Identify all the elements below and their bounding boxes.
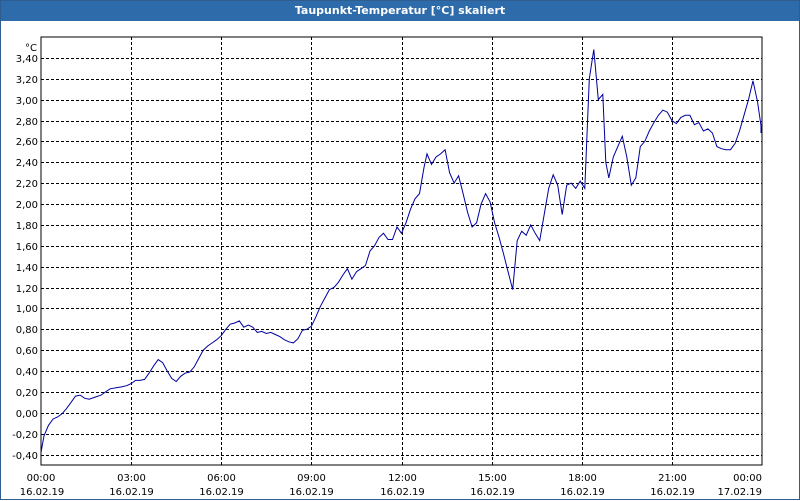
x-tick-time-label: 21:00 [658,473,687,484]
x-tick-time-label: 12:00 [388,473,417,484]
y-tick-label: 3,20 [16,75,38,86]
y-tick-label: 2,00 [16,200,38,211]
y-tick-label: 0,20 [16,388,38,399]
x-tick-time-label: 18:00 [568,473,597,484]
x-tick-time-label: 03:00 [117,473,146,484]
y-tick-label: 3,00 [16,96,38,107]
y-tick-label: 0,80 [16,325,38,336]
x-tick-date-label: 16.02.19 [289,487,334,498]
y-tick-label: 1,20 [16,284,38,295]
y-axis-ticks: -0,40 -0,20 0,00 0,20 0,40 0,60 0,80 1,00 1,20 1,… [12,54,38,462]
y-tick-label: -0,40 [12,451,38,462]
y-tick-label: 2,40 [16,158,38,169]
plot-frame [40,36,763,466]
x-tick-date-label: 16.02.19 [20,487,65,498]
y-tick-label: -0,20 [12,430,38,441]
y-tick-label: 1,80 [16,221,38,232]
x-tick-date-label: 16.02.19 [380,487,425,498]
x-tick-date-label: 16.02.19 [109,487,154,498]
x-tick-time-label: 15:00 [478,473,507,484]
x-tick-time-label: 06:00 [207,473,236,484]
x-tick-date-label: 17.02.19 [717,487,762,498]
x-tick-date-label: 16.02.19 [199,487,244,498]
y-tick-label: 2,60 [16,137,38,148]
y-tick-label: 0,60 [16,346,38,357]
dewpoint-series-line [40,49,762,453]
x-tick-time-label: 09:00 [297,473,326,484]
y-tick-label: 0,00 [16,409,38,420]
y-tick-label: 0,40 [16,367,38,378]
window-title: Taupunkt-Temperatur [°C] skaliert [1,1,799,21]
grid-lines [41,37,762,465]
y-tick-label: 1,00 [16,304,38,315]
x-axis-ticks: 00:00 16.02.19 03:00 16.02.19 06:00 16.02.19 0… [20,473,762,498]
y-tick-label: 2,20 [16,179,38,190]
y-tick-label: 2,80 [16,117,38,128]
y-tick-label: 1,40 [16,263,38,274]
x-tick-date-label: 16.02.19 [560,487,605,498]
y-tick-label: 3,40 [16,54,38,65]
x-tick-time-label: 00:00 [733,473,762,484]
x-tick-date-label: 16.02.19 [470,487,515,498]
x-tick-date-label: 16.02.19 [650,487,695,498]
y-tick-label: 1,60 [16,242,38,253]
x-tick-time-label: 00:00 [27,473,56,484]
y-axis-unit-label: °C [25,43,37,54]
